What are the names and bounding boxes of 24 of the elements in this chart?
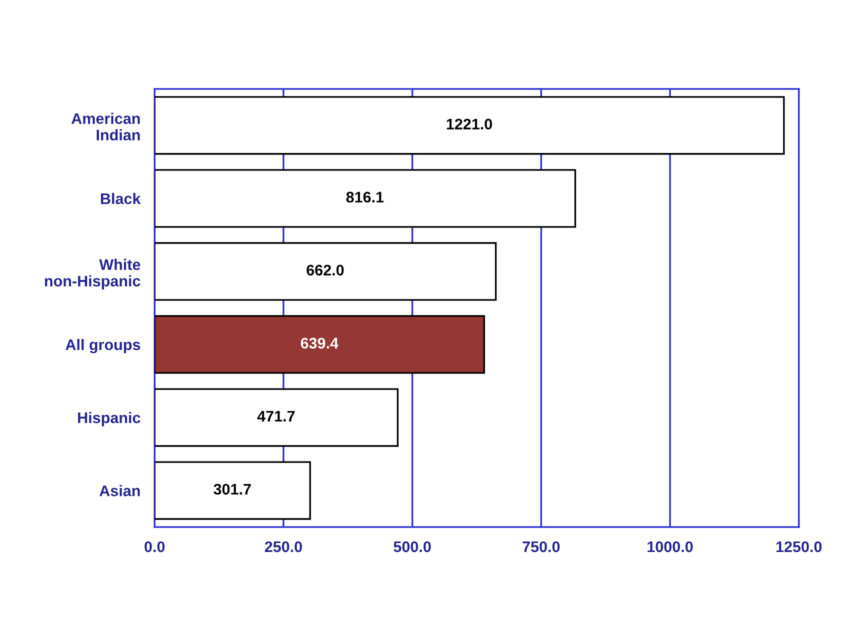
bar <box>154 315 485 374</box>
x-tick-label: 250.0 <box>264 541 302 552</box>
x-tick-label: 1250.0 <box>776 541 822 552</box>
y-tick-label: American Indian <box>71 112 140 140</box>
data-label: 639.4 <box>300 338 338 349</box>
data-label: 301.7 <box>214 484 251 495</box>
data-label: 662.0 <box>306 264 344 276</box>
bar <box>154 169 576 228</box>
y-tick-label: Hispanic <box>78 412 140 426</box>
bar <box>154 388 399 447</box>
bar <box>154 96 785 155</box>
bar <box>154 242 497 301</box>
y-tick-label: White non-Hispanic <box>44 258 140 290</box>
data-label: 816.1 <box>346 192 384 203</box>
y-tick-label: All groups <box>66 338 140 354</box>
data-label: 1221.0 <box>446 118 492 130</box>
y-tick-label: Black <box>100 192 141 204</box>
x-tick-label: 0.0 <box>144 541 165 552</box>
x-tick-label: 1000.0 <box>648 541 693 552</box>
y-tick-label: Asian <box>100 485 140 496</box>
x-tick-label: 500.0 <box>394 541 431 552</box>
data-label: 471.7 <box>257 410 295 422</box>
x-tick-label: 750.0 <box>522 541 560 552</box>
bar <box>154 461 311 520</box>
